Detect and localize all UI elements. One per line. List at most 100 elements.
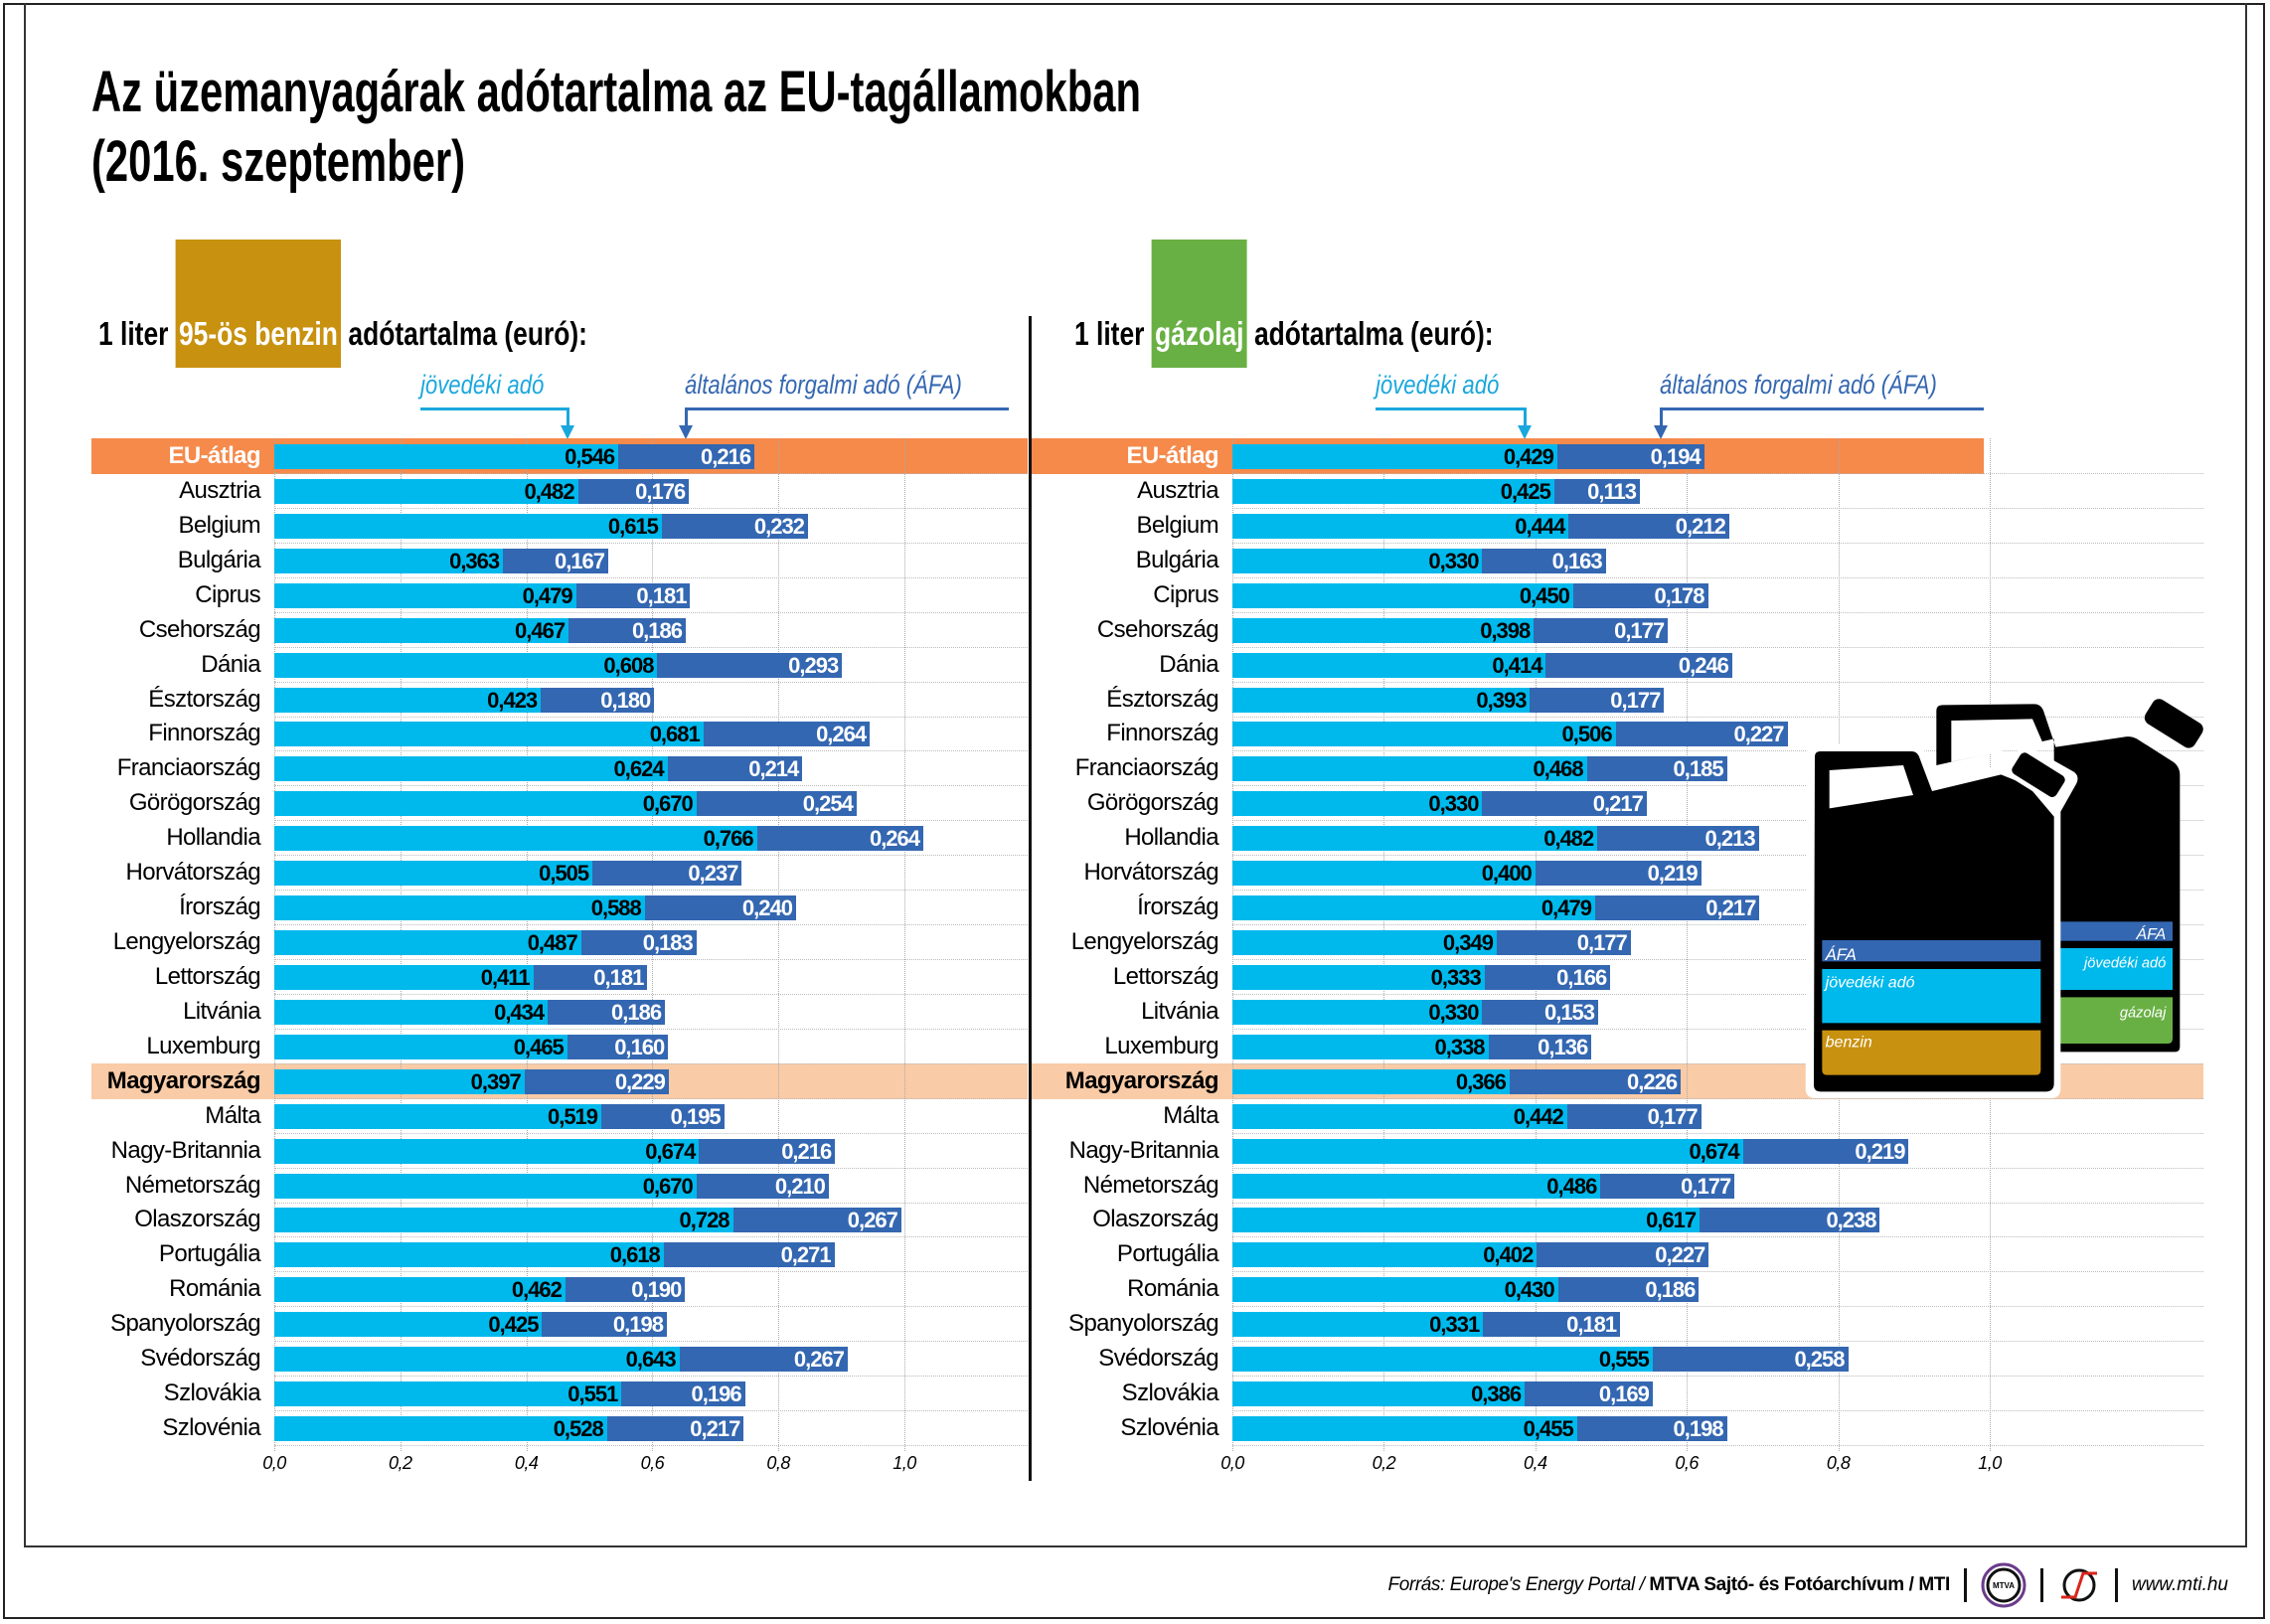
excise-bar [274,1173,697,1199]
excise-bar [1232,1277,1558,1303]
excise-value-label: 0,479 [1540,895,1592,921]
vat-value-label: 0,196 [691,1381,742,1407]
country-label: Portugália [158,1240,261,1268]
row-separator [274,1132,1028,1134]
excise-bar [274,617,569,643]
country-label: Magyarország [106,1066,261,1094]
vat-value-label: 0,229 [614,1068,666,1094]
excise-value-label: 0,555 [1598,1347,1650,1373]
excise-bar [1232,687,1531,713]
vat-value-label: 0,219 [1855,1138,1905,1164]
vat-value-label: 0,264 [869,826,920,852]
x-tick-label: 0,6 [640,1453,665,1473]
excise-value-label: 0,425 [1500,478,1551,504]
excise-bar [274,999,549,1025]
country-label: Németország [1082,1171,1219,1199]
excise-value-label: 0,519 [547,1103,598,1129]
country-label: Litvánia [1141,997,1219,1025]
row-separator [1232,1167,2203,1169]
row-separator [1232,576,2203,578]
vat-bar [542,1312,667,1338]
page-title: Az üzemanyagárak adótartalma az EU-tagál… [91,58,1141,197]
country-label: Horvátország [125,859,260,887]
gazolaj-highlight: gázolaj [1151,240,1247,368]
excise-value-label: 0,482 [524,478,575,504]
vat-value-label: 0,181 [1566,1312,1617,1338]
row-separator [274,1167,1028,1169]
excise-value-label: 0,486 [1546,1173,1597,1199]
row-separator [274,716,1028,718]
vat-bar [1576,1416,1727,1442]
row-separator [274,785,1028,787]
excise-bar [274,1416,607,1442]
excise-value-label: 0,349 [1442,930,1494,956]
excise-bar [1232,861,1536,887]
excise-bar [274,756,668,782]
vat-bar [644,895,796,921]
vat-value-label: 0,136 [1538,1034,1588,1059]
excise-value-label: 0,411 [480,964,531,990]
country-label: Portugália [1116,1240,1219,1268]
chart-divider [1029,316,1032,1481]
vat-value-label: 0,153 [1543,999,1595,1025]
country-label: Horvátország [1083,859,1218,887]
excise-value-label: 0,398 [1480,617,1531,643]
vat-bar [503,548,609,573]
legend-excise-stem [1524,407,1527,427]
country-label: Hollandia [166,824,260,852]
row-separator [274,1236,1028,1238]
excise-bar [1232,895,1595,921]
row-separator [1232,820,2203,822]
excise-value-label: 0,414 [1492,652,1542,678]
row-separator [1232,1271,2203,1273]
vat-value-label: 0,213 [1704,826,1756,852]
excise-bar [1232,791,1483,817]
vat-value-label: 0,181 [636,582,687,608]
vat-bar [696,1173,829,1199]
country-label: Luxemburg [1104,1032,1218,1059]
excise-bar [1232,582,1573,608]
row-separator [1232,1062,2203,1064]
vat-value-label: 0,217 [690,1416,740,1442]
vat-value-label: 0,186 [631,617,683,643]
row-separator [274,1306,1028,1308]
vat-bar [1652,1347,1849,1373]
vat-value-label: 0,163 [1551,548,1603,573]
vat-value-label: 0,216 [781,1138,832,1164]
country-label: Írország [179,893,261,921]
vat-bar [699,1138,836,1164]
website-link[interactable]: www.mti.hu [2131,1574,2228,1595]
row-separator [274,542,1028,544]
excise-value-label: 0,482 [1543,826,1594,852]
vat-bar [1484,964,1611,990]
country-label: Dánia [1159,650,1218,678]
row-separator [274,681,1028,683]
vat-bar [1553,478,1640,504]
vat-bar [1586,756,1727,782]
excise-bar [274,1312,543,1338]
excise-bar [1232,930,1497,956]
row-separator [274,993,1028,995]
vat-bar [592,861,742,887]
legend-vat-line [1660,407,1984,410]
vat-bar [667,756,803,782]
front-fuel-label: benzin [1826,1034,1872,1051]
vat-bar [1556,444,1704,469]
row-separator [1232,1445,2203,1447]
excise-bar [1232,548,1483,573]
vat-value-label: 0,219 [1647,861,1699,887]
vat-bar [1482,548,1606,573]
vat-bar [1537,1242,1709,1268]
row-separator [1232,1410,2203,1412]
vat-bar [1482,791,1647,817]
country-label: EU-átlag [168,442,260,469]
vat-bar [1525,1381,1653,1407]
excise-bar [1232,1242,1538,1268]
row-separator [1232,1236,2203,1238]
vat-value-label: 0,178 [1654,582,1704,608]
vat-value-label: 0,267 [847,1208,898,1233]
vat-bar [1545,652,1732,678]
excise-value-label: 0,338 [1434,1034,1485,1059]
excise-value-label: 0,674 [1689,1138,1740,1164]
arrow-down-icon [561,425,574,439]
